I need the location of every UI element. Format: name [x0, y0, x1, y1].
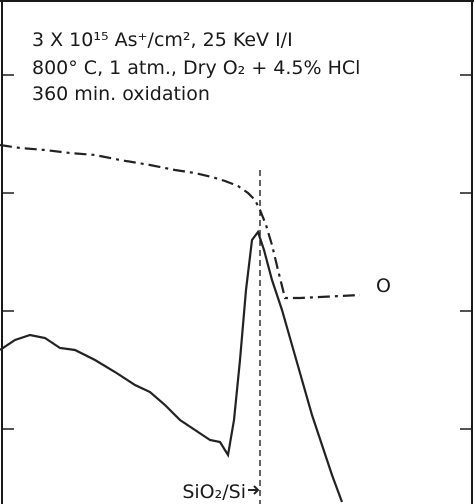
annotation-line-3: 360 min. oxidation [32, 83, 210, 105]
series-label-o: O [376, 275, 391, 297]
annotation-line-2: 800° C, 1 atm., Dry O₂ + 4.5% HCl [32, 57, 360, 79]
right-ticks [460, 74, 472, 430]
series-layer [0, 143, 361, 503]
annotation-line-1: 3 X 10¹⁵ As⁺/cm², 25 KeV I/I [32, 29, 293, 51]
series-line-solid [0, 229, 344, 503]
interface-arrow-icon [248, 485, 260, 495]
left-ticks [2, 74, 14, 430]
interface-label: SiO₂/Si [182, 481, 246, 503]
series-line-o-dashed [0, 143, 361, 300]
